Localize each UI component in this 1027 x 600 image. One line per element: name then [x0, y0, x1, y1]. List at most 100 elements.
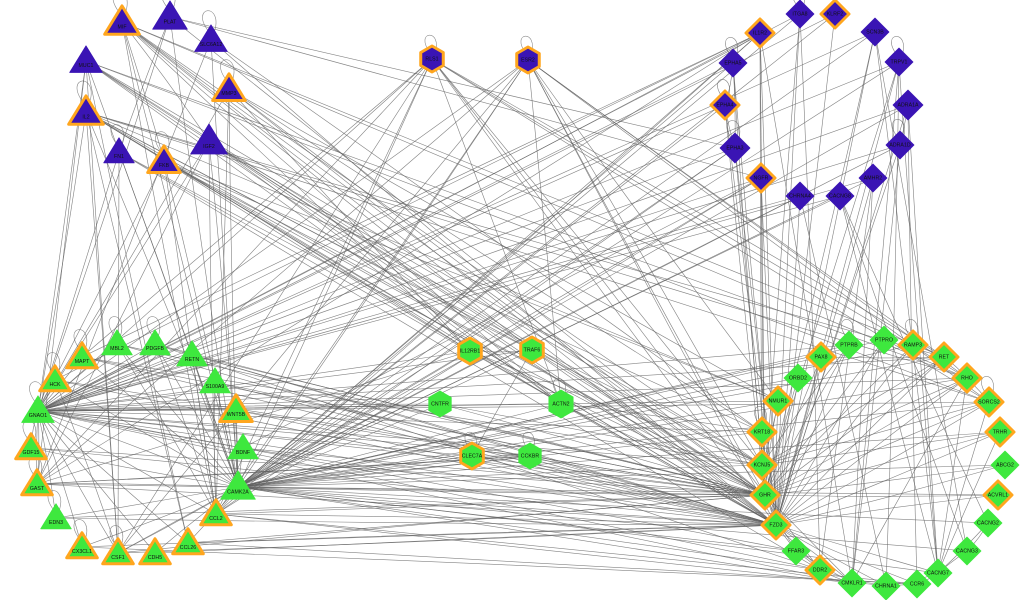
graph-node-cacng7[interactable]	[923, 558, 953, 588]
self-loop-edge	[109, 525, 124, 547]
graph-edge	[36, 483, 766, 496]
graph-node-kcnj5[interactable]	[746, 449, 778, 481]
graph-node-rls1[interactable]	[419, 44, 445, 74]
graph-node-ret[interactable]	[928, 341, 960, 373]
graph-node-camk2a[interactable]	[220, 470, 256, 500]
graph-node-nmur1[interactable]	[762, 385, 794, 417]
graph-node-cmklr1[interactable]	[837, 568, 867, 598]
graph-edge	[237, 350, 471, 488]
graph-node-adra1a[interactable]	[892, 89, 924, 121]
graph-node-rho[interactable]	[951, 362, 983, 394]
graph-node-cdh5[interactable]	[138, 537, 172, 566]
graph-node-fn1[interactable]	[103, 137, 135, 164]
graph-node-abcg2[interactable]	[990, 450, 1020, 480]
self-loop-edge	[891, 36, 904, 56]
graph-node-ngfr[interactable]	[745, 162, 777, 194]
graph-node-trhr[interactable]	[984, 416, 1016, 448]
graph-node-cx3cl1[interactable]	[65, 531, 99, 560]
graph-node-epha3[interactable]	[719, 132, 751, 164]
graph-node-retn[interactable]	[176, 340, 208, 367]
graph-node-gnao1[interactable]	[21, 395, 55, 423]
graph-node-cacng2[interactable]	[973, 508, 1003, 538]
graph-node-pax8[interactable]	[805, 341, 837, 373]
graph-node-epha4[interactable]	[709, 89, 741, 121]
graph-edge	[764, 401, 990, 496]
graph-node-plat[interactable]	[152, 0, 188, 30]
node-label-il1r2: IL1R2	[753, 30, 767, 36]
graph-edge	[85, 111, 189, 544]
graph-edge	[163, 160, 533, 351]
graph-node-esr2[interactable]	[515, 45, 541, 75]
graph-node-wnt5b[interactable]	[218, 393, 254, 424]
graph-node-ptpro[interactable]	[869, 325, 899, 355]
graph-node-klrf2[interactable]	[819, 0, 851, 30]
node-label-mif: MIF	[117, 24, 126, 30]
graph-node-mapt[interactable]	[65, 341, 99, 370]
graph-edge	[121, 21, 968, 379]
graph-edge	[775, 524, 918, 585]
graph-node-adra1d[interactable]	[885, 130, 915, 160]
graph-edge	[937, 431, 1001, 574]
graph-node-actn2[interactable]	[548, 389, 574, 419]
graph-node-il1r2[interactable]	[744, 17, 776, 49]
graph-node-ghr[interactable]	[749, 479, 781, 511]
graph-node-igf2[interactable]	[190, 123, 228, 155]
graph-edge	[734, 147, 777, 526]
graph-node-ptprb[interactable]	[834, 330, 864, 360]
graph-node-cntfr[interactable]	[428, 390, 452, 418]
graph-node-ddr2[interactable]	[804, 554, 836, 586]
graph-node-ccl26[interactable]	[171, 527, 205, 556]
graph-node-orbd2[interactable]	[783, 363, 813, 393]
graph-node-clec7a[interactable]	[459, 441, 485, 471]
graph-node-muc1[interactable]	[69, 45, 103, 73]
graph-node-amhr2[interactable]	[858, 163, 888, 193]
graph-node-itga8[interactable]	[785, 0, 815, 29]
graph-node-cacng3[interactable]	[952, 536, 982, 566]
graph-node-hck[interactable]	[38, 364, 72, 393]
graph-node-il12rb1[interactable]	[457, 336, 483, 366]
graph-node-bdnf[interactable]	[227, 433, 259, 460]
graph-node-il2[interactable]	[67, 94, 105, 126]
graph-node-acvrl1[interactable]	[982, 479, 1014, 511]
graph-node-chrna1[interactable]	[871, 571, 901, 600]
graph-node-scn3b[interactable]	[860, 17, 890, 47]
graph-edge	[874, 31, 939, 574]
graph-node-krt18[interactable]	[746, 416, 778, 448]
node-label-fkb: FKB	[159, 163, 170, 169]
graph-node-slc6a12[interactable]	[194, 24, 228, 52]
graph-node-gdf15[interactable]	[14, 432, 48, 461]
graph-node-ccl2[interactable]	[199, 498, 233, 527]
self-loop-edge	[46, 352, 61, 374]
graph-edge	[37, 409, 237, 412]
graph-edge	[37, 410, 763, 433]
graph-node-traf6[interactable]	[519, 335, 545, 365]
graph-node-trpv1[interactable]	[884, 47, 914, 77]
graph-node-s100a9[interactable]	[199, 367, 231, 394]
graph-node-cckbr[interactable]	[518, 442, 542, 470]
graph-edge	[851, 144, 901, 584]
graph-node-mmp3[interactable]	[211, 72, 247, 103]
graph-node-edn3[interactable]	[40, 503, 72, 530]
node-layer[interactable]	[14, 0, 1020, 600]
graph-node-chrna4[interactable]	[785, 181, 815, 211]
graph-node-ramp3[interactable]	[897, 329, 929, 361]
graph-node-csf1[interactable]	[101, 537, 135, 566]
graph-node-epha5[interactable]	[718, 48, 748, 78]
graph-edge	[237, 486, 821, 571]
graph-node-fkb[interactable]	[146, 144, 182, 175]
graph-node-gast[interactable]	[20, 468, 54, 497]
graph-node-sorcs2[interactable]	[973, 386, 1005, 418]
graph-edge	[37, 195, 801, 412]
graph-node-mbl2[interactable]	[101, 329, 133, 356]
graph-edge	[527, 59, 763, 466]
graph-node-ccr6[interactable]	[902, 569, 932, 599]
graph-node-ffar3[interactable]	[781, 536, 811, 566]
graph-edge	[761, 344, 850, 466]
graph-node-fzd3[interactable]	[760, 509, 792, 541]
graph-node-cacng8[interactable]	[825, 181, 855, 211]
graph-node-pdgfb[interactable]	[139, 329, 171, 356]
graph-edge	[242, 447, 766, 496]
graph-node-mif[interactable]	[103, 4, 141, 36]
